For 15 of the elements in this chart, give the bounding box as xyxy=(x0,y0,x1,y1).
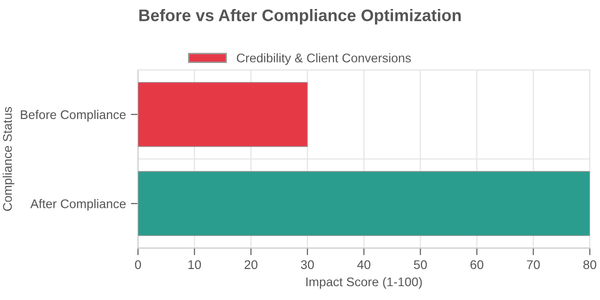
x-tick-label: 0 xyxy=(135,260,141,270)
y-tick-label: Before Compliance xyxy=(20,110,126,122)
x-tick-label: 50 xyxy=(414,260,427,270)
x-tick-label: 70 xyxy=(527,260,540,270)
x-axis-title: Impact Score (1-100) xyxy=(306,277,422,289)
x-tick-label: 30 xyxy=(300,260,314,270)
y-axis-title: Compliance Status xyxy=(2,106,14,211)
legend-label: Credibility & Client Conversions xyxy=(236,53,411,65)
x-tick-label: 20 xyxy=(244,260,258,270)
x-tick-label: 10 xyxy=(188,260,201,270)
x-tick-label: 80 xyxy=(583,260,596,270)
x-tick-label: 40 xyxy=(357,260,370,270)
y-tick-label: After Compliance xyxy=(30,199,126,211)
x-tick-label: 60 xyxy=(470,260,484,270)
chart-title: Before vs After Compliance Optimization xyxy=(139,9,461,25)
